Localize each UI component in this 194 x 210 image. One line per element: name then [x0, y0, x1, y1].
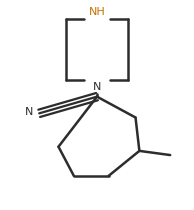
Text: N: N: [93, 82, 101, 92]
Text: N: N: [24, 107, 33, 117]
Text: NH: NH: [89, 7, 105, 17]
